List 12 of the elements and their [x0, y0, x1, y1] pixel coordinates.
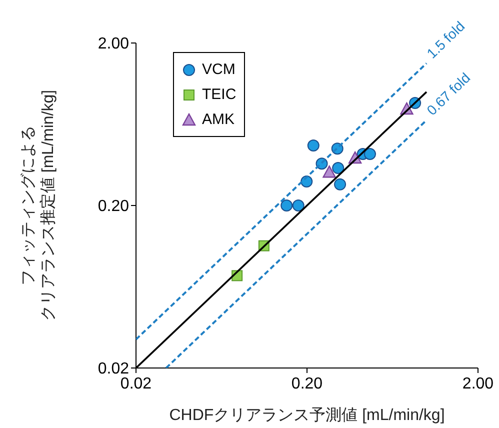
x-tick-label: 2.00	[462, 375, 494, 392]
y-tick-label: 0.02	[98, 360, 130, 378]
x-axis-title: CHDFクリアランス予測値 [mL/min/kg]	[169, 406, 445, 424]
y-tick-label: 2.00	[98, 36, 130, 53]
y-tick-label: 0.20	[98, 198, 130, 216]
x-tick-label: 0.02	[120, 375, 152, 392]
legend-label: TEIC	[202, 86, 236, 103]
legend-label: AMK	[202, 111, 235, 128]
y-axis-title: フィッティングによるクリアランス推定値 [mL/min/kg]	[20, 90, 57, 322]
x-tick-label: 0.20	[291, 375, 323, 392]
text: 1.5 fold	[423, 18, 468, 62]
legend-label: VCM	[202, 61, 236, 78]
